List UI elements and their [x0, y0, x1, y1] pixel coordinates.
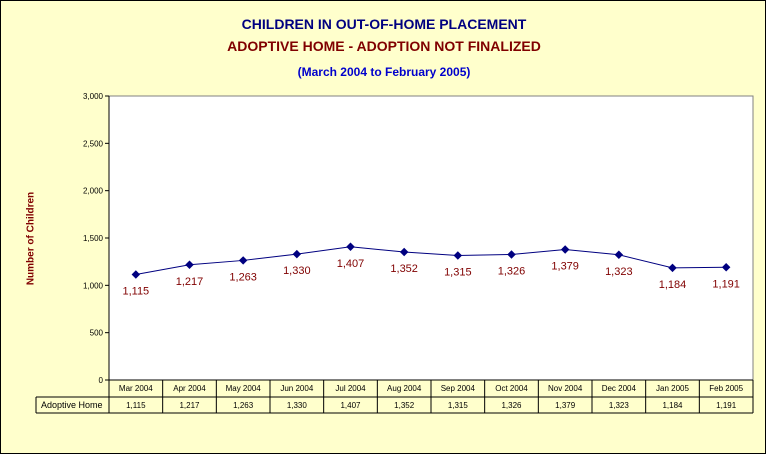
table-cell: 1,326 [501, 401, 522, 410]
data-point [292, 249, 302, 259]
data-label: 1,379 [551, 260, 579, 272]
data-label: 1,115 [122, 285, 149, 297]
x-tick-label: May 2004 [226, 384, 262, 393]
x-tick-label: Nov 2004 [548, 384, 583, 393]
x-tick-label: Mar 2004 [119, 384, 153, 393]
x-tick-label: Feb 2005 [709, 384, 743, 393]
data-label: 1,217 [176, 276, 204, 288]
table-cell: 1,115 [126, 401, 146, 410]
x-tick-label: Sep 2004 [441, 384, 476, 393]
y-tick-label: 2,500 [83, 139, 104, 148]
table-cell: 1,352 [394, 401, 415, 410]
data-point [346, 242, 355, 252]
y-tick-label: 0 [99, 376, 104, 385]
data-point [131, 270, 141, 279]
chart-title: CHILDREN IN OUT-OF-HOME PLACEMENT [241, 16, 527, 32]
x-tick-label: Aug 2004 [387, 384, 422, 393]
data-label: 1,191 [712, 278, 740, 290]
data-point [453, 251, 463, 260]
table-cell: 1,315 [448, 401, 469, 410]
chart-subtitle: ADOPTIVE HOME - ADOPTION NOT FINALIZED [227, 38, 541, 54]
x-tick-label: Jul 2004 [335, 384, 366, 393]
data-point [185, 260, 194, 270]
data-label: 1,323 [605, 266, 633, 278]
x-tick-label: Jun 2004 [280, 384, 313, 393]
x-tick-label: Oct 2004 [495, 384, 528, 393]
x-tick-label: Apr 2004 [173, 384, 206, 393]
data-label: 1,330 [283, 265, 311, 277]
table-cell: 1,407 [340, 401, 361, 410]
data-label: 1,407 [337, 258, 365, 270]
table-cell: 1,184 [662, 401, 683, 410]
data-label: 1,184 [659, 279, 687, 291]
data-label: 1,315 [444, 267, 472, 279]
data-label: 1,326 [498, 265, 526, 277]
table-cell: 1,330 [287, 401, 308, 410]
y-tick-label: 1,500 [83, 234, 104, 243]
y-tick-label: 2,000 [83, 187, 104, 196]
table-series-name: Adoptive Home [41, 400, 103, 410]
y-tick-label: 1,000 [83, 281, 104, 290]
table-cell: 1,263 [233, 401, 254, 410]
y-tick-label: 3,000 [83, 92, 104, 101]
data-point [668, 263, 677, 273]
x-tick-label: Jan 2005 [656, 384, 689, 393]
data-point [721, 263, 731, 272]
data-point [399, 247, 409, 257]
data-point [238, 256, 248, 265]
series-line [135, 246, 727, 275]
table-cell: 1,191 [716, 401, 737, 410]
table-cell: 1,379 [555, 401, 576, 410]
data-label: 1,263 [229, 271, 257, 283]
table-cell: 1,217 [179, 401, 200, 410]
chart-date-range: (March 2004 to February 2005) [297, 65, 471, 79]
x-tick-label: Dec 2004 [602, 384, 637, 393]
table-cell: 1,323 [609, 401, 630, 410]
plot-area [108, 95, 754, 381]
data-label: 1,352 [390, 263, 418, 275]
y-tick-label: 500 [90, 329, 104, 338]
